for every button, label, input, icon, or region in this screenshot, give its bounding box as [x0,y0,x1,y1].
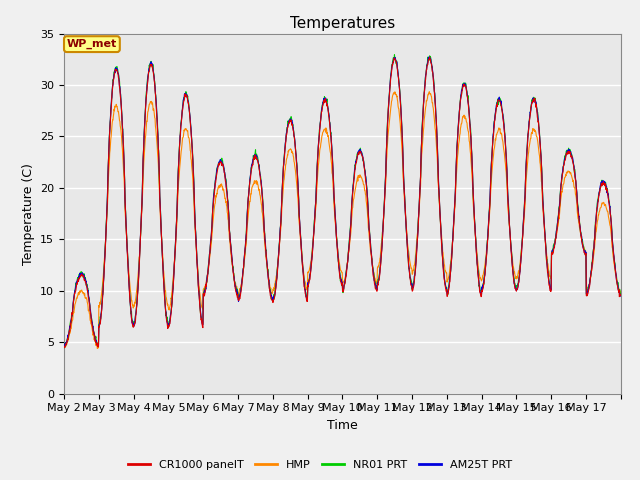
Legend: CR1000 panelT, HMP, NR01 PRT, AM25T PRT: CR1000 panelT, HMP, NR01 PRT, AM25T PRT [124,456,516,474]
NR01 PRT [556,204,563,209]
HMP [474,264,482,270]
HMP [148,98,156,104]
NR01 PRT [317,111,325,117]
CR1000 panelT [61,345,68,350]
AM25T PRT [474,270,482,276]
AM25T PRT [60,343,68,349]
CR1000 panelT [611,259,618,264]
NR01 PRT [328,144,335,149]
HMP [60,344,68,349]
HMP [556,207,564,213]
HMP [317,136,325,142]
CR1000 panelT [60,345,68,350]
CR1000 panelT [617,291,625,297]
AM25T PRT [425,54,433,60]
AM25T PRT [610,254,618,260]
CR1000 panelT [317,109,325,115]
HMP [617,288,625,294]
CR1000 panelT [328,152,336,158]
Title: Temperatures: Temperatures [290,16,395,31]
X-axis label: Time: Time [327,419,358,432]
CR1000 panelT [474,274,482,280]
AM25T PRT [328,142,335,148]
Text: WP_met: WP_met [67,39,117,49]
Line: AM25T PRT: AM25T PRT [64,57,621,346]
HMP [93,346,101,351]
Line: CR1000 panelT: CR1000 panelT [64,57,621,348]
HMP [328,170,336,176]
HMP [426,89,433,95]
HMP [611,262,618,267]
Line: HMP: HMP [64,92,621,348]
Y-axis label: Temperature (C): Temperature (C) [22,163,35,264]
AM25T PRT [617,293,625,299]
NR01 PRT [147,59,155,64]
CR1000 panelT [426,54,433,60]
NR01 PRT [610,254,618,260]
CR1000 panelT [556,202,564,208]
NR01 PRT [60,345,68,350]
NR01 PRT [617,290,625,296]
Line: NR01 PRT: NR01 PRT [64,55,621,348]
AM25T PRT [556,201,563,207]
NR01 PRT [390,52,398,58]
AM25T PRT [147,59,155,65]
NR01 PRT [474,269,482,275]
CR1000 panelT [148,62,156,68]
AM25T PRT [317,111,325,117]
